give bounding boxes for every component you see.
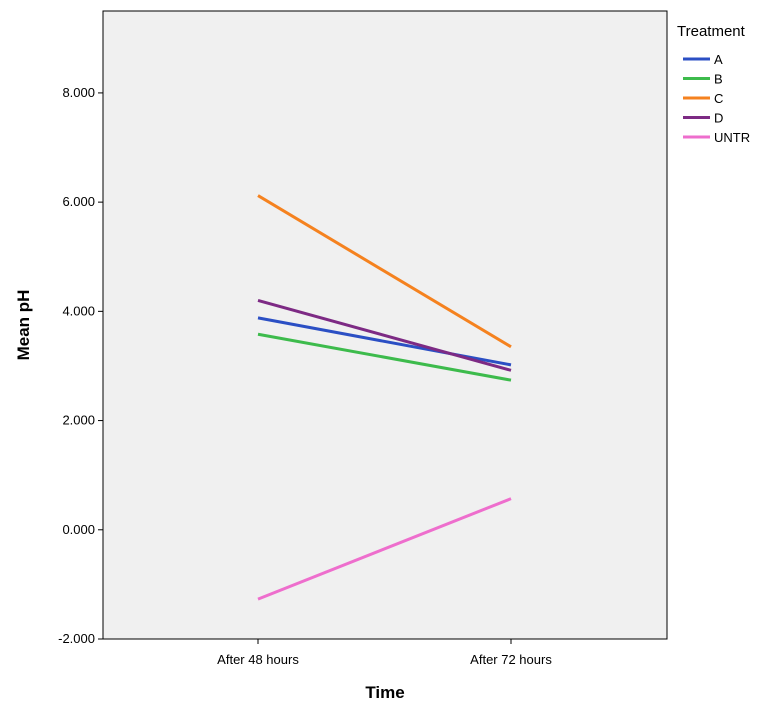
x-axis-title: Time [365,683,404,702]
y-tick-label: 6.000 [62,194,95,209]
legend-label-d: D [714,111,723,126]
legend-label-c: C [714,91,723,106]
y-tick-label: 8.000 [62,85,95,100]
y-tick-label: 2.000 [62,413,95,428]
y-axis: -2.000 0.000 2.000 4.000 6.000 8.000 [58,85,103,646]
x-tick-label: After 48 hours [217,652,299,667]
legend-label-untr: UNTR [714,130,750,145]
y-axis-title: Mean pH [14,290,33,361]
legend-label-b: B [714,72,723,87]
y-tick-label: 4.000 [62,303,95,318]
series-line-c [257,194,512,349]
series-line-untr [257,497,512,601]
plot-area [102,10,668,640]
legend-title: Treatment [677,23,746,40]
series-line-d [257,298,512,372]
y-tick-label: 0.000 [62,522,95,537]
y-tick-label: -2.000 [58,631,95,646]
series-line-b [257,332,512,382]
series-lines [257,194,512,601]
legend-label-a: A [714,52,723,67]
x-axis: After 48 hours After 72 hours [217,639,552,667]
series-line-a [257,316,512,367]
x-tick-label: After 72 hours [470,652,552,667]
